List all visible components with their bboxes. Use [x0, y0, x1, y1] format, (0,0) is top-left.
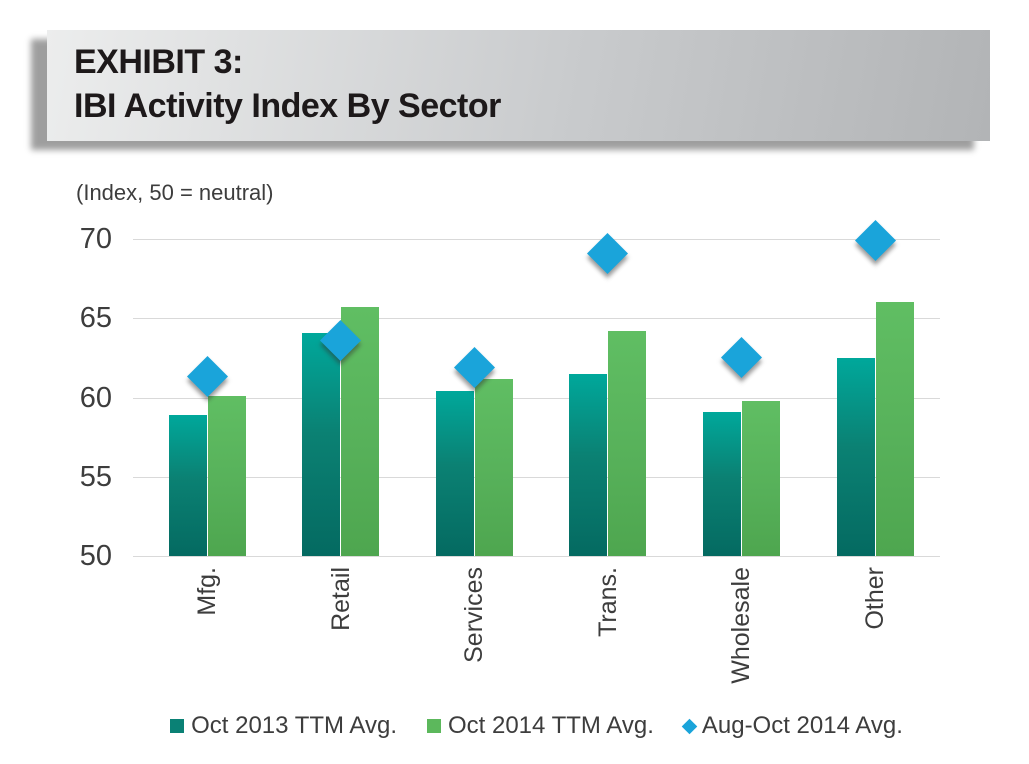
- y-axis-tick-label: 50: [79, 540, 112, 572]
- legend-label: Aug-Oct 2014 Avg.: [701, 712, 903, 739]
- bar-oct-2013-ttm-avg-trans: [569, 373, 608, 556]
- y-axis-tick-label: 65: [79, 302, 112, 334]
- bar-oct-2013-ttm-avg-wholesale: [702, 411, 741, 556]
- gridline-50: [133, 556, 940, 557]
- exhibit-title: IBI Activity Index By Sector: [74, 87, 501, 125]
- y-axis-tick-label: 70: [79, 223, 112, 255]
- legend-square-icon: [170, 719, 185, 733]
- legend-item-oct-2014-ttm-avg: Oct 2014 TTM Avg.: [426, 712, 654, 740]
- gridline-65: [133, 318, 940, 319]
- chart-legend: Oct 2013 TTM Avg. Oct 2014 TTM Avg. Aug-Oc…: [110, 706, 963, 746]
- axis-units-note: (Index, 50 = neutral): [76, 180, 274, 205]
- diamond-marker-wholesale: [720, 337, 762, 379]
- bar-oct-2014-ttm-avg-mfg: [207, 395, 246, 556]
- x-axis-label-retail: Retail: [326, 567, 355, 631]
- x-axis-label-mfg: Mfg.: [193, 567, 221, 616]
- bar-oct-2013-ttm-avg-other: [836, 357, 875, 556]
- bar-oct-2013-ttm-avg-retail: [302, 332, 341, 556]
- exhibit-header: EXHIBIT 3: IBI Activity Index By Sector: [47, 30, 990, 141]
- diamond-marker-mfg: [186, 356, 228, 398]
- gridline-55: [133, 477, 940, 478]
- x-axis-label-wholesale: Wholesale: [727, 567, 756, 684]
- diamond-marker-other: [854, 220, 896, 262]
- gridline-60: [133, 398, 940, 399]
- x-axis-label-services: Services: [460, 567, 489, 663]
- legend-item-aug-oct-2014-avg: Aug-Oct 2014 Avg.: [681, 712, 903, 740]
- legend-square-icon: [426, 719, 441, 733]
- y-axis-tick-label: 60: [79, 382, 112, 414]
- x-axis-label-trans: Trans.: [593, 567, 622, 637]
- legend-diamond-icon: [681, 718, 698, 734]
- gridline-70: [133, 239, 940, 240]
- x-axis-label-other: Other: [861, 567, 889, 630]
- bar-oct-2014-ttm-avg-other: [875, 302, 914, 556]
- legend-label: Oct 2013 TTM Avg.: [191, 712, 397, 739]
- exhibit-number: EXHIBIT 3:: [74, 43, 243, 81]
- bar-oct-2014-ttm-avg-services: [474, 378, 513, 556]
- legend-label: Oct 2014 TTM Avg.: [447, 712, 654, 739]
- bar-oct-2013-ttm-avg-mfg: [168, 414, 207, 556]
- y-axis-tick-label: 55: [79, 461, 112, 493]
- bar-oct-2014-ttm-avg-trans: [608, 330, 647, 556]
- bar-oct-2013-ttm-avg-services: [435, 391, 474, 556]
- bar-oct-2014-ttm-avg-wholesale: [741, 400, 780, 556]
- legend-item-oct-2013-ttm-avg: Oct 2013 TTM Avg.: [170, 712, 397, 740]
